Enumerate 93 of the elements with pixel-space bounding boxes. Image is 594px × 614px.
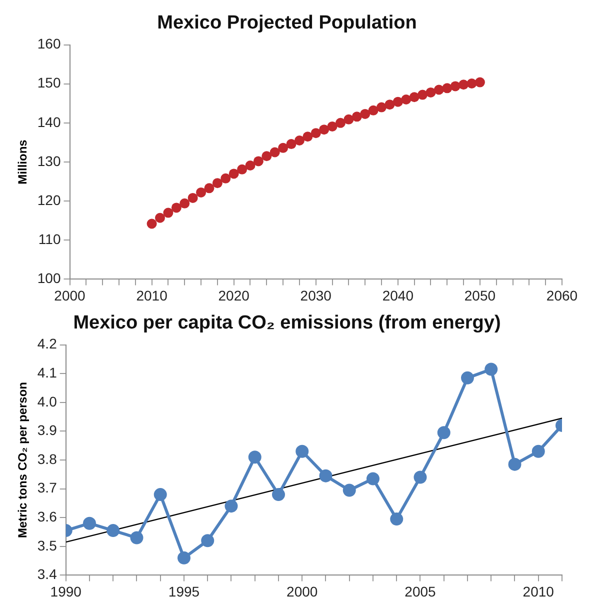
x-tick-label: 2040	[382, 287, 414, 304]
y-tick-label: 3.8	[37, 450, 58, 467]
point	[532, 444, 545, 458]
x-tick-label: 2005	[404, 583, 436, 600]
point	[286, 139, 296, 150]
point	[296, 444, 309, 458]
x-tick-label: 2050	[464, 287, 496, 304]
point	[155, 212, 166, 223]
x-tick-label: 1995	[168, 583, 200, 600]
point	[196, 187, 206, 198]
chart-title: Mexico Projected Population	[157, 12, 417, 34]
point	[163, 208, 174, 218]
point	[272, 488, 285, 502]
point	[130, 531, 144, 544]
point	[461, 371, 474, 384]
y-tick-label: 4.1	[37, 364, 58, 380]
point	[458, 80, 469, 90]
y-tick-label: 3.5	[37, 537, 58, 554]
point	[434, 84, 444, 95]
x-tick-label: 2000	[286, 583, 318, 600]
point	[366, 472, 380, 486]
point	[270, 147, 280, 158]
point	[344, 114, 354, 124]
chart-title: Mexico per capita CO₂ emissions (from energy)	[73, 312, 501, 334]
point	[177, 551, 190, 564]
y-tick-label: 3.6	[37, 508, 58, 524]
y-tick-label: 3.4	[37, 566, 58, 582]
point	[146, 218, 157, 229]
point	[294, 136, 304, 146]
point	[342, 484, 356, 497]
y-tick-label: 100	[37, 270, 61, 286]
x-tick-label: 2030	[300, 287, 332, 304]
point	[376, 102, 387, 112]
y-tick-label: 130	[37, 152, 61, 169]
point	[302, 132, 313, 142]
point	[335, 118, 346, 128]
point	[414, 470, 427, 484]
x-tick-label: 1990	[50, 583, 82, 600]
point	[248, 450, 262, 464]
point	[319, 469, 332, 482]
y-tick-label: 3.9	[37, 422, 58, 438]
point	[392, 96, 403, 107]
point	[474, 77, 485, 88]
x-tick-label: 2010	[136, 287, 168, 304]
point	[508, 458, 522, 471]
point	[466, 78, 477, 88]
point	[442, 83, 452, 94]
point	[384, 100, 395, 110]
point	[310, 128, 321, 138]
point	[319, 124, 330, 135]
point	[237, 164, 248, 174]
point	[352, 112, 362, 122]
point	[262, 151, 272, 162]
point	[106, 524, 120, 538]
point	[201, 534, 214, 548]
y-tick-label: 110	[38, 230, 61, 247]
point	[154, 488, 167, 502]
y-axis-title: Millions	[16, 139, 30, 184]
y-tick-label: 140	[37, 114, 61, 130]
point	[220, 173, 231, 184]
point	[401, 94, 412, 104]
point	[204, 183, 214, 194]
y-tick-label: 4.2	[37, 336, 58, 352]
point	[390, 512, 404, 526]
x-tick-label: 2000	[54, 287, 86, 304]
point	[360, 108, 370, 119]
x-tick-label: 2020	[218, 287, 250, 304]
x-tick-label: 2060	[546, 287, 578, 304]
y-tick-label: 3.7	[37, 480, 58, 496]
point	[171, 202, 182, 213]
point	[426, 87, 436, 98]
y-tick-label: 150	[37, 74, 61, 91]
point	[327, 121, 338, 132]
point	[409, 92, 420, 102]
point	[228, 168, 239, 179]
y-tick-label: 4.0	[37, 393, 58, 410]
x-tick-label: 2010	[522, 583, 554, 600]
point	[253, 156, 264, 166]
point	[450, 81, 460, 92]
point	[484, 362, 498, 376]
point	[368, 105, 378, 116]
point	[82, 516, 96, 530]
point	[245, 160, 256, 171]
point	[188, 192, 198, 203]
point	[418, 90, 428, 100]
y-tick-label: 160	[37, 36, 61, 52]
point	[180, 198, 190, 208]
point	[212, 178, 222, 188]
point	[437, 426, 450, 440]
point	[224, 500, 238, 513]
point	[278, 142, 288, 153]
y-axis-title: Metric tons CO₂ per person	[16, 382, 30, 538]
y-tick-label: 120	[37, 192, 61, 208]
